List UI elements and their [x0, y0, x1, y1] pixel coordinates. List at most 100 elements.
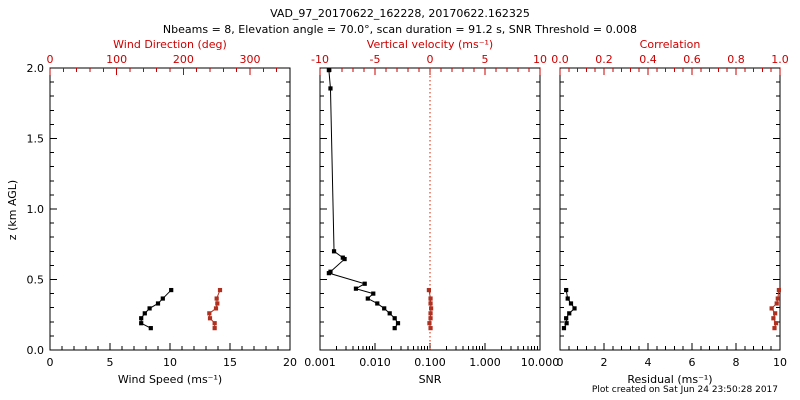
data-point	[212, 326, 217, 331]
data-point	[387, 311, 392, 316]
x-tick-label-top: 200	[173, 53, 194, 66]
data-point	[428, 296, 433, 301]
x-tick-label: 0.010	[359, 356, 391, 369]
y-axis-label: z (km AGL)	[6, 180, 19, 240]
panel-wind: 0 5 10 15 20 Wind Speed (ms⁻¹) 0 100 200 300 Wind …	[27, 38, 298, 386]
x-tick-label: 20	[283, 356, 297, 369]
x-tick-label-top: 0.6	[683, 53, 701, 66]
data-point	[395, 321, 401, 326]
data-point	[572, 306, 577, 311]
data-point	[776, 287, 781, 293]
x-axis-label-bottom: Residual (ms⁻¹)	[627, 373, 712, 386]
data-point	[773, 321, 779, 326]
data-point	[392, 316, 397, 321]
x-axis-label-bottom: Wind Speed (ms⁻¹)	[118, 373, 222, 386]
data-point	[213, 306, 219, 311]
data-point	[564, 321, 569, 326]
data-point	[428, 326, 433, 331]
panel-snr: 0.001 0.010 0.100 1.000 10.000 SNR -10 -5 0 5 10 Ve…	[304, 38, 559, 386]
data-point	[142, 311, 147, 316]
data-point	[769, 306, 774, 311]
data-point	[328, 86, 333, 91]
x-tick-label-top: 0.2	[595, 53, 613, 66]
subtitle: Nbeams = 8, Elevation angle = 70.0°, sca…	[163, 23, 637, 36]
data-point	[217, 287, 223, 293]
data-point	[328, 269, 333, 274]
data-point	[139, 316, 144, 321]
data-point	[160, 296, 165, 301]
data-point	[212, 321, 217, 326]
data-point	[567, 311, 572, 316]
data-point	[772, 326, 777, 331]
x-tick-label-top: 0	[47, 53, 54, 66]
x-tick-label: 0	[557, 356, 564, 369]
x-tick-label: 6	[689, 356, 696, 369]
data-point	[147, 306, 152, 311]
y-tick-label: 1.5	[27, 133, 45, 146]
page-title: VAD_97_20170622_162228, 20170622.162325	[270, 7, 530, 20]
x-tick-label: 15	[223, 356, 237, 369]
x-tick-label: 10.000	[521, 356, 560, 369]
data-point	[565, 296, 570, 301]
data-point	[215, 301, 220, 306]
data-point	[155, 301, 161, 306]
x-tick-label-top: -10	[311, 53, 329, 66]
data-point	[371, 291, 376, 296]
data-point	[148, 326, 153, 331]
data-point	[353, 286, 359, 291]
x-tick-label-top: 100	[106, 53, 127, 66]
x-tick-label: 8	[733, 356, 740, 369]
data-point	[564, 316, 569, 321]
x-tick-label: 0.100	[414, 356, 446, 369]
data-point	[429, 306, 434, 311]
data-point	[340, 255, 345, 260]
x-tick-label-top: 10	[533, 53, 547, 66]
x-tick-label-top: 1.0	[771, 53, 789, 66]
data-point	[428, 316, 433, 321]
data-point	[775, 296, 780, 301]
x-axis-label-top: Correlation	[640, 38, 701, 51]
panel-residual: 0 2 4 6 8 10 Residual (ms⁻¹) 0.0 0.2 0.4 0.6 0.8 1.0…	[551, 38, 789, 386]
x-tick-label: 10	[773, 356, 787, 369]
data-point	[331, 249, 337, 254]
x-tick-label: 5	[107, 356, 114, 369]
x-tick-label: 2	[601, 356, 608, 369]
x-tick-label-top: 300	[240, 53, 261, 66]
data-point	[362, 281, 367, 286]
y-tick-label: 0.5	[27, 274, 45, 287]
data-point	[561, 326, 567, 331]
data-point	[427, 321, 432, 326]
y-tick-label: 0.0	[27, 344, 45, 357]
data-point	[428, 301, 433, 306]
y-tick-label: 2.0	[27, 62, 45, 75]
x-axis-label-bottom: SNR	[419, 373, 442, 386]
data-point	[773, 311, 778, 316]
x-axis-label-top: Wind Direction (deg)	[113, 38, 227, 51]
data-point	[392, 326, 397, 331]
x-tick-label: 0	[47, 356, 54, 369]
data-point	[375, 301, 380, 306]
footer-timestamp: Plot created on Sat Jun 24 23:50:28 2017	[592, 385, 778, 395]
x-tick-label: 1.000	[469, 356, 501, 369]
x-tick-label-top: 0	[427, 53, 434, 66]
x-tick-label-top: -5	[370, 53, 381, 66]
data-point	[774, 301, 779, 306]
data-point	[426, 287, 431, 293]
data-point	[564, 287, 569, 293]
data-point	[568, 301, 574, 306]
x-tick-label: 10	[163, 356, 177, 369]
data-point	[207, 311, 212, 316]
data-point	[771, 316, 776, 321]
data-point	[207, 316, 213, 321]
x-tick-label-top: 0.8	[727, 53, 745, 66]
data-point	[214, 296, 219, 301]
data-point	[139, 321, 144, 326]
x-axis-label-top: Vertical velocity (ms⁻¹)	[367, 38, 493, 51]
x-tick-label: 0.001	[304, 356, 336, 369]
y-tick-label: 1.0	[27, 203, 45, 216]
x-tick-label: 4	[645, 356, 652, 369]
x-tick-label-top: 0.4	[639, 53, 657, 66]
x-tick-label-top: 5	[482, 53, 489, 66]
